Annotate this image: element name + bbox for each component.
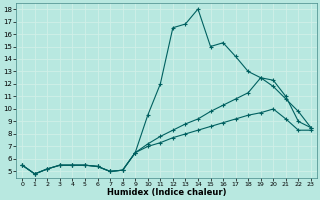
X-axis label: Humidex (Indice chaleur): Humidex (Indice chaleur) xyxy=(107,188,226,197)
